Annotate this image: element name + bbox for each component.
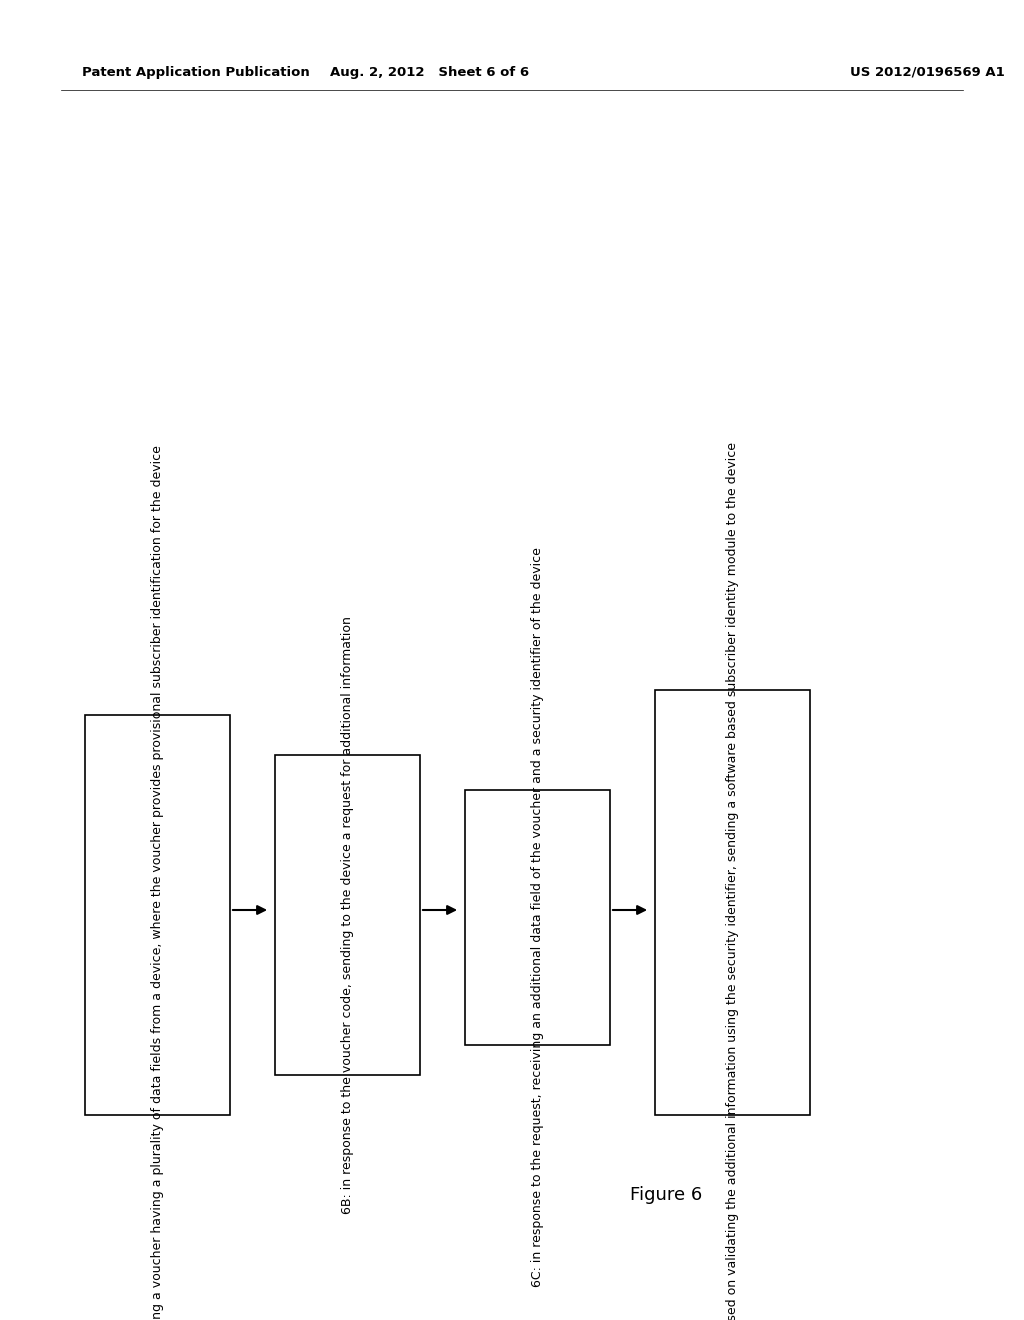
Bar	[655, 690, 810, 1115]
Text: 6A: receiving a voucher having a plurality of data fields from a device, where t: 6A: receiving a voucher having a plurali…	[151, 445, 164, 1320]
Text: 6C: in response to the request, receiving an additional data field of the vouche: 6C: in response to the request, receivin…	[531, 548, 544, 1287]
Text: Patent Application Publication: Patent Application Publication	[82, 66, 309, 78]
Bar	[85, 715, 230, 1115]
Text: US 2012/0196569 A1: US 2012/0196569 A1	[850, 66, 1005, 78]
Text: 6D: based on validating the additional information using the security identifier: 6D: based on validating the additional i…	[726, 442, 739, 1320]
Text: Aug. 2, 2012   Sheet 6 of 6: Aug. 2, 2012 Sheet 6 of 6	[331, 66, 529, 78]
Bar	[465, 789, 610, 1045]
Bar	[275, 755, 420, 1074]
Text: 6B: in response to the voucher code, sending to the device a request for additio: 6B: in response to the voucher code, sen…	[341, 616, 354, 1214]
Text: Figure 6: Figure 6	[630, 1185, 702, 1204]
